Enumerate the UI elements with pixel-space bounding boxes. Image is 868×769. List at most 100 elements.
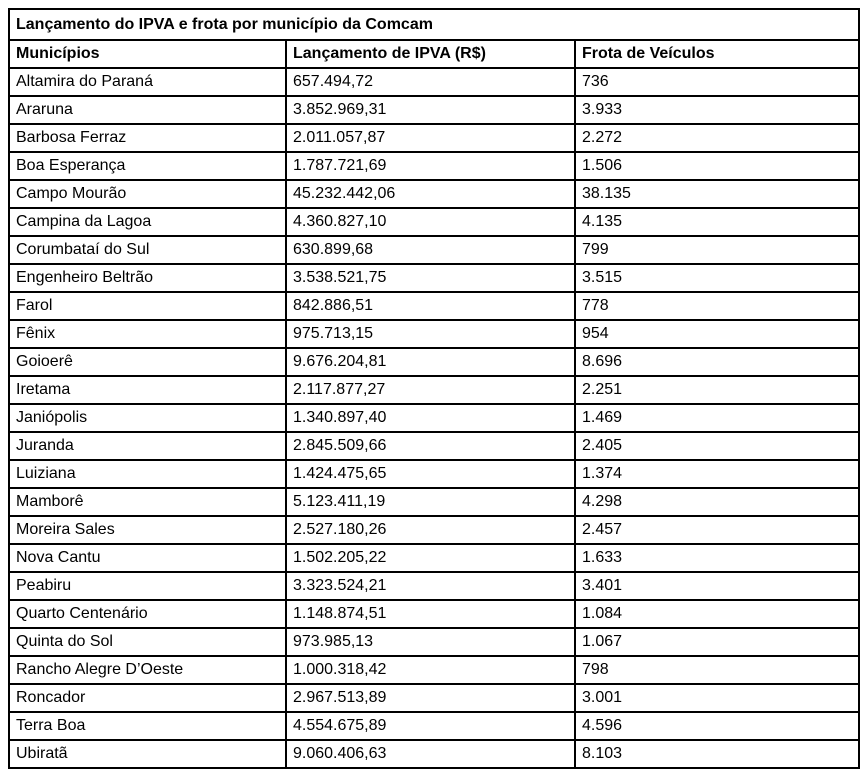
ipva-cell: 2.527.180,26 bbox=[285, 515, 576, 545]
ipva-cell: 973.985,13 bbox=[285, 627, 576, 657]
ipva-cell: 2.117.877,27 bbox=[285, 375, 576, 405]
frota-cell: 3.401 bbox=[573, 571, 861, 601]
col-header-ipva: Lançamento de IPVA (R$) bbox=[285, 39, 576, 69]
municipio-cell: Araruna bbox=[8, 95, 287, 125]
municipio-cell: Fênix bbox=[8, 319, 287, 349]
municipio-cell: Luiziana bbox=[8, 459, 287, 489]
ipva-cell: 45.232.442,06 bbox=[285, 179, 576, 209]
municipio-cell: Janiópolis bbox=[8, 403, 287, 433]
col-header-municipios: Municípios bbox=[8, 39, 287, 69]
municipio-cell: Campina da Lagoa bbox=[8, 207, 287, 237]
municipio-cell: Altamira do Paraná bbox=[8, 67, 287, 97]
municipio-cell: Roncador bbox=[8, 683, 287, 713]
table-row: Barbosa Ferraz 2.011.057,87 2.272 bbox=[8, 123, 861, 153]
frota-cell: 38.135 bbox=[573, 179, 861, 209]
frota-cell: 799 bbox=[573, 235, 861, 265]
frota-cell: 2.457 bbox=[573, 515, 861, 545]
ipva-cell: 2.845.509,66 bbox=[285, 431, 576, 461]
table-row: Juranda 2.845.509,66 2.405 bbox=[8, 431, 861, 461]
ipva-cell: 1.787.721,69 bbox=[285, 151, 576, 181]
frota-cell: 1.469 bbox=[573, 403, 861, 433]
ipva-cell: 630.899,68 bbox=[285, 235, 576, 265]
municipio-cell: Farol bbox=[8, 291, 287, 321]
table-row: Rancho Alegre D’Oeste 1.000.318,42 798 bbox=[8, 655, 861, 685]
ipva-cell: 3.538.521,75 bbox=[285, 263, 576, 293]
table-row: Quarto Centenário 1.148.874,51 1.084 bbox=[8, 599, 861, 629]
frota-cell: 1.374 bbox=[573, 459, 861, 489]
table-row: Terra Boa 4.554.675,89 4.596 bbox=[8, 711, 861, 741]
table-row: Campo Mourão 45.232.442,06 38.135 bbox=[8, 179, 861, 209]
table-row: Nova Cantu 1.502.205,22 1.633 bbox=[8, 543, 861, 573]
municipio-cell: Boa Esperança bbox=[8, 151, 287, 181]
table-row: Roncador 2.967.513,89 3.001 bbox=[8, 683, 861, 713]
ipva-cell: 3.852.969,31 bbox=[285, 95, 576, 125]
ipva-cell: 1.502.205,22 bbox=[285, 543, 576, 573]
table-row: Mamborê 5.123.411,19 4.298 bbox=[8, 487, 861, 517]
ipva-cell: 657.494,72 bbox=[285, 67, 576, 97]
ipva-cell: 3.323.524,21 bbox=[285, 571, 576, 601]
table-row: Araruna 3.852.969,31 3.933 bbox=[8, 95, 861, 125]
ipva-cell: 4.554.675,89 bbox=[285, 711, 576, 741]
table-row: Farol 842.886,51 778 bbox=[8, 291, 861, 321]
table-row: Iretama 2.117.877,27 2.251 bbox=[8, 375, 861, 405]
col-header-frota: Frota de Veículos bbox=[573, 39, 861, 69]
frota-cell: 2.405 bbox=[573, 431, 861, 461]
header-row: Municípios Lançamento de IPVA (R$) Frota… bbox=[8, 39, 861, 69]
table-row: Goioerê 9.676.204,81 8.696 bbox=[8, 347, 861, 377]
municipio-cell: Mamborê bbox=[8, 487, 287, 517]
frota-cell: 4.298 bbox=[573, 487, 861, 517]
frota-cell: 736 bbox=[573, 67, 861, 97]
municipio-cell: Moreira Sales bbox=[8, 515, 287, 545]
frota-cell: 2.251 bbox=[573, 375, 861, 405]
municipio-cell: Goioerê bbox=[8, 347, 287, 377]
ipva-cell: 2.967.513,89 bbox=[285, 683, 576, 713]
frota-cell: 2.272 bbox=[573, 123, 861, 153]
ipva-cell: 5.123.411,19 bbox=[285, 487, 576, 517]
table-row: Ubiratã 9.060.406,63 8.103 bbox=[8, 739, 861, 769]
table-row: Altamira do Paraná 657.494,72 736 bbox=[8, 67, 861, 97]
table-row: Luiziana 1.424.475,65 1.374 bbox=[8, 459, 861, 489]
municipio-cell: Terra Boa bbox=[8, 711, 287, 741]
frota-cell: 8.696 bbox=[573, 347, 861, 377]
frota-cell: 3.001 bbox=[573, 683, 861, 713]
frota-cell: 4.596 bbox=[573, 711, 861, 741]
frota-cell: 4.135 bbox=[573, 207, 861, 237]
table-title: Lançamento do IPVA e frota por município… bbox=[7, 8, 861, 41]
table-row: Fênix 975.713,15 954 bbox=[8, 319, 861, 349]
frota-cell: 8.103 bbox=[573, 739, 861, 769]
table-row: Janiópolis 1.340.897,40 1.469 bbox=[8, 403, 861, 433]
ipva-cell: 2.011.057,87 bbox=[285, 123, 576, 153]
municipio-cell: Peabiru bbox=[8, 571, 287, 601]
ipva-cell: 1.000.318,42 bbox=[285, 655, 576, 685]
ipva-cell: 842.886,51 bbox=[285, 291, 576, 321]
ipva-cell: 975.713,15 bbox=[285, 319, 576, 349]
ipva-cell: 1.340.897,40 bbox=[285, 403, 576, 433]
ipva-cell: 9.676.204,81 bbox=[285, 347, 576, 377]
municipio-cell: Rancho Alegre D’Oeste bbox=[8, 655, 287, 685]
table-row: Corumbataí do Sul 630.899,68 799 bbox=[8, 235, 861, 265]
table-row: Peabiru 3.323.524,21 3.401 bbox=[8, 571, 861, 601]
municipio-cell: Barbosa Ferraz bbox=[8, 123, 287, 153]
frota-cell: 954 bbox=[573, 319, 861, 349]
frota-cell: 1.067 bbox=[573, 627, 861, 657]
table-row: Quinta do Sol 973.985,13 1.067 bbox=[8, 627, 861, 657]
table-body: Altamira do Paraná 657.494,72 736 Araruna 3.… bbox=[8, 67, 861, 769]
frota-cell: 778 bbox=[573, 291, 861, 321]
ipva-cell: 1.424.475,65 bbox=[285, 459, 576, 489]
municipio-cell: Corumbataí do Sul bbox=[8, 235, 287, 265]
table-row: Moreira Sales 2.527.180,26 2.457 bbox=[8, 515, 861, 545]
municipio-cell: Quinta do Sol bbox=[8, 627, 287, 657]
ipva-cell: 1.148.874,51 bbox=[285, 599, 576, 629]
frota-cell: 3.933 bbox=[573, 95, 861, 125]
table-row: Campina da Lagoa 4.360.827,10 4.135 bbox=[8, 207, 861, 237]
frota-cell: 1.633 bbox=[573, 543, 861, 573]
municipio-cell: Quarto Centenário bbox=[8, 599, 287, 629]
municipio-cell: Engenheiro Beltrão bbox=[8, 263, 287, 293]
municipio-cell: Iretama bbox=[8, 375, 287, 405]
ipva-table: Lançamento do IPVA e frota por município… bbox=[7, 8, 861, 769]
ipva-cell: 9.060.406,63 bbox=[285, 739, 576, 769]
table-row: Boa Esperança 1.787.721,69 1.506 bbox=[8, 151, 861, 181]
frota-cell: 1.506 bbox=[573, 151, 861, 181]
frota-cell: 798 bbox=[573, 655, 861, 685]
